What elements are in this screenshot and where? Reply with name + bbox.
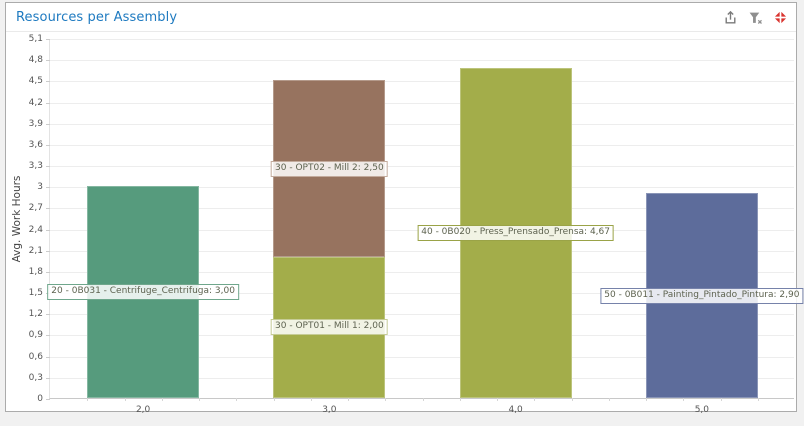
y-tick-dash — [46, 81, 50, 83]
gridline — [50, 166, 794, 168]
x-minor-tick — [161, 398, 163, 401]
y-tick-label: 2,1 — [28, 245, 43, 256]
bar-label: 50 - 0B011 - Painting_Pintado_Pintura: 2… — [600, 287, 804, 304]
y-tick-dash — [46, 271, 50, 273]
bar-label: 30 - OPT02 - Mill 2: 2,50 — [271, 160, 388, 177]
clear-filter-icon[interactable] — [747, 9, 763, 25]
gridline — [50, 60, 794, 62]
plot-area: Avg. Work Hours 0 0,3 0,6 0,9 1,2 1,5 1,8 2,1 2,… — [11, 34, 804, 415]
y-tick-dash — [46, 229, 50, 231]
collapse-icon[interactable] — [772, 9, 788, 25]
gridline — [50, 208, 794, 210]
y-tick-label: 0,6 — [28, 351, 43, 362]
y-tick-dash — [46, 208, 50, 210]
gridline — [50, 250, 794, 252]
y-tick-label: 3 — [37, 182, 43, 193]
x-minor-tick — [236, 398, 238, 401]
y-tick-label: 0,3 — [28, 372, 43, 383]
y-tick-label: 0,9 — [28, 330, 43, 341]
y-tick-label: 1,5 — [28, 288, 43, 299]
x-minor-tick — [534, 398, 536, 401]
gridline — [50, 81, 794, 83]
gridline — [50, 377, 794, 379]
header-toolbar — [722, 9, 788, 25]
y-tick-label: 2,4 — [28, 224, 43, 235]
export-icon[interactable] — [722, 9, 738, 25]
y-tick-dash — [46, 335, 50, 337]
y-tick-dash — [46, 250, 50, 252]
x-minor-tick — [199, 398, 200, 401]
x-minor-tick — [124, 398, 126, 401]
y-tick-dash — [46, 377, 50, 379]
y-tick-dash — [46, 314, 50, 316]
x-minor-tick — [683, 398, 685, 401]
x-tick-label: 3,0 — [322, 405, 337, 415]
bar-label: 30 - OPT01 - Mill 1: 2,00 — [271, 319, 388, 336]
y-tick-dash — [46, 39, 50, 40]
gridline — [50, 187, 794, 189]
x-minor-tick — [497, 398, 498, 401]
y-tick-label: 1,8 — [28, 266, 43, 277]
gridline — [50, 356, 794, 358]
y-tick-dash — [46, 102, 50, 104]
x-minor-tick — [757, 398, 759, 401]
chart-widget: Resources per Assembly — [5, 2, 804, 415]
x-minor-tick — [385, 398, 387, 401]
gridline — [50, 271, 794, 273]
y-tick-label: 1,2 — [28, 309, 43, 320]
gridline — [50, 314, 794, 316]
gridline — [50, 123, 794, 125]
y-tick-label: 0 — [37, 394, 43, 404]
y-tick-dash — [46, 166, 50, 168]
x-minor-tick — [459, 398, 461, 401]
page-title: Resources per Assembly — [16, 9, 178, 25]
x-minor-tick — [608, 398, 610, 401]
x-tick-label: 5,0 — [694, 405, 710, 415]
y-tick-label: 2,7 — [28, 203, 43, 214]
y-tick-label: 3,3 — [28, 161, 43, 172]
x-tick-label: 4,0 — [508, 405, 523, 415]
x-minor-tick — [571, 398, 573, 401]
y-tick-dash — [46, 356, 50, 358]
y-tick-dash — [46, 399, 50, 400]
x-minor-tick — [720, 398, 722, 401]
y-tick-dash — [46, 60, 50, 62]
x-minor-tick — [273, 398, 275, 401]
bar-label: 40 - 0B020 - Press_Prensado_Prensa: 4,67 — [417, 225, 614, 242]
gridline — [50, 144, 794, 146]
y-tick-dash — [46, 187, 50, 189]
gridline — [50, 293, 794, 295]
widget-header: Resources per Assembly — [6, 3, 796, 32]
gridline — [50, 102, 794, 104]
x-tick-label: 2,0 — [135, 405, 151, 415]
x-minor-tick — [310, 398, 312, 401]
y-tick-label: 3,9 — [28, 118, 43, 129]
x-minor-tick — [646, 398, 647, 401]
x-minor-tick — [348, 398, 349, 401]
bar-label: 20 - 0B031 - Centrifuge_Centrifuga: 3,00 — [47, 284, 239, 301]
y-tick-label: 4,2 — [28, 97, 43, 108]
x-minor-tick — [422, 398, 424, 401]
gridline — [50, 335, 794, 337]
y-tick-label: 4,5 — [28, 76, 43, 87]
gridline — [50, 39, 794, 40]
y-tick-dash — [46, 144, 50, 146]
y-tick-label: 5,1 — [28, 34, 43, 44]
x-minor-tick — [87, 398, 89, 401]
y-tick-label: 3,6 — [28, 139, 43, 150]
y-tick-dash — [46, 123, 50, 125]
y-tick-label: 4,8 — [28, 55, 43, 66]
